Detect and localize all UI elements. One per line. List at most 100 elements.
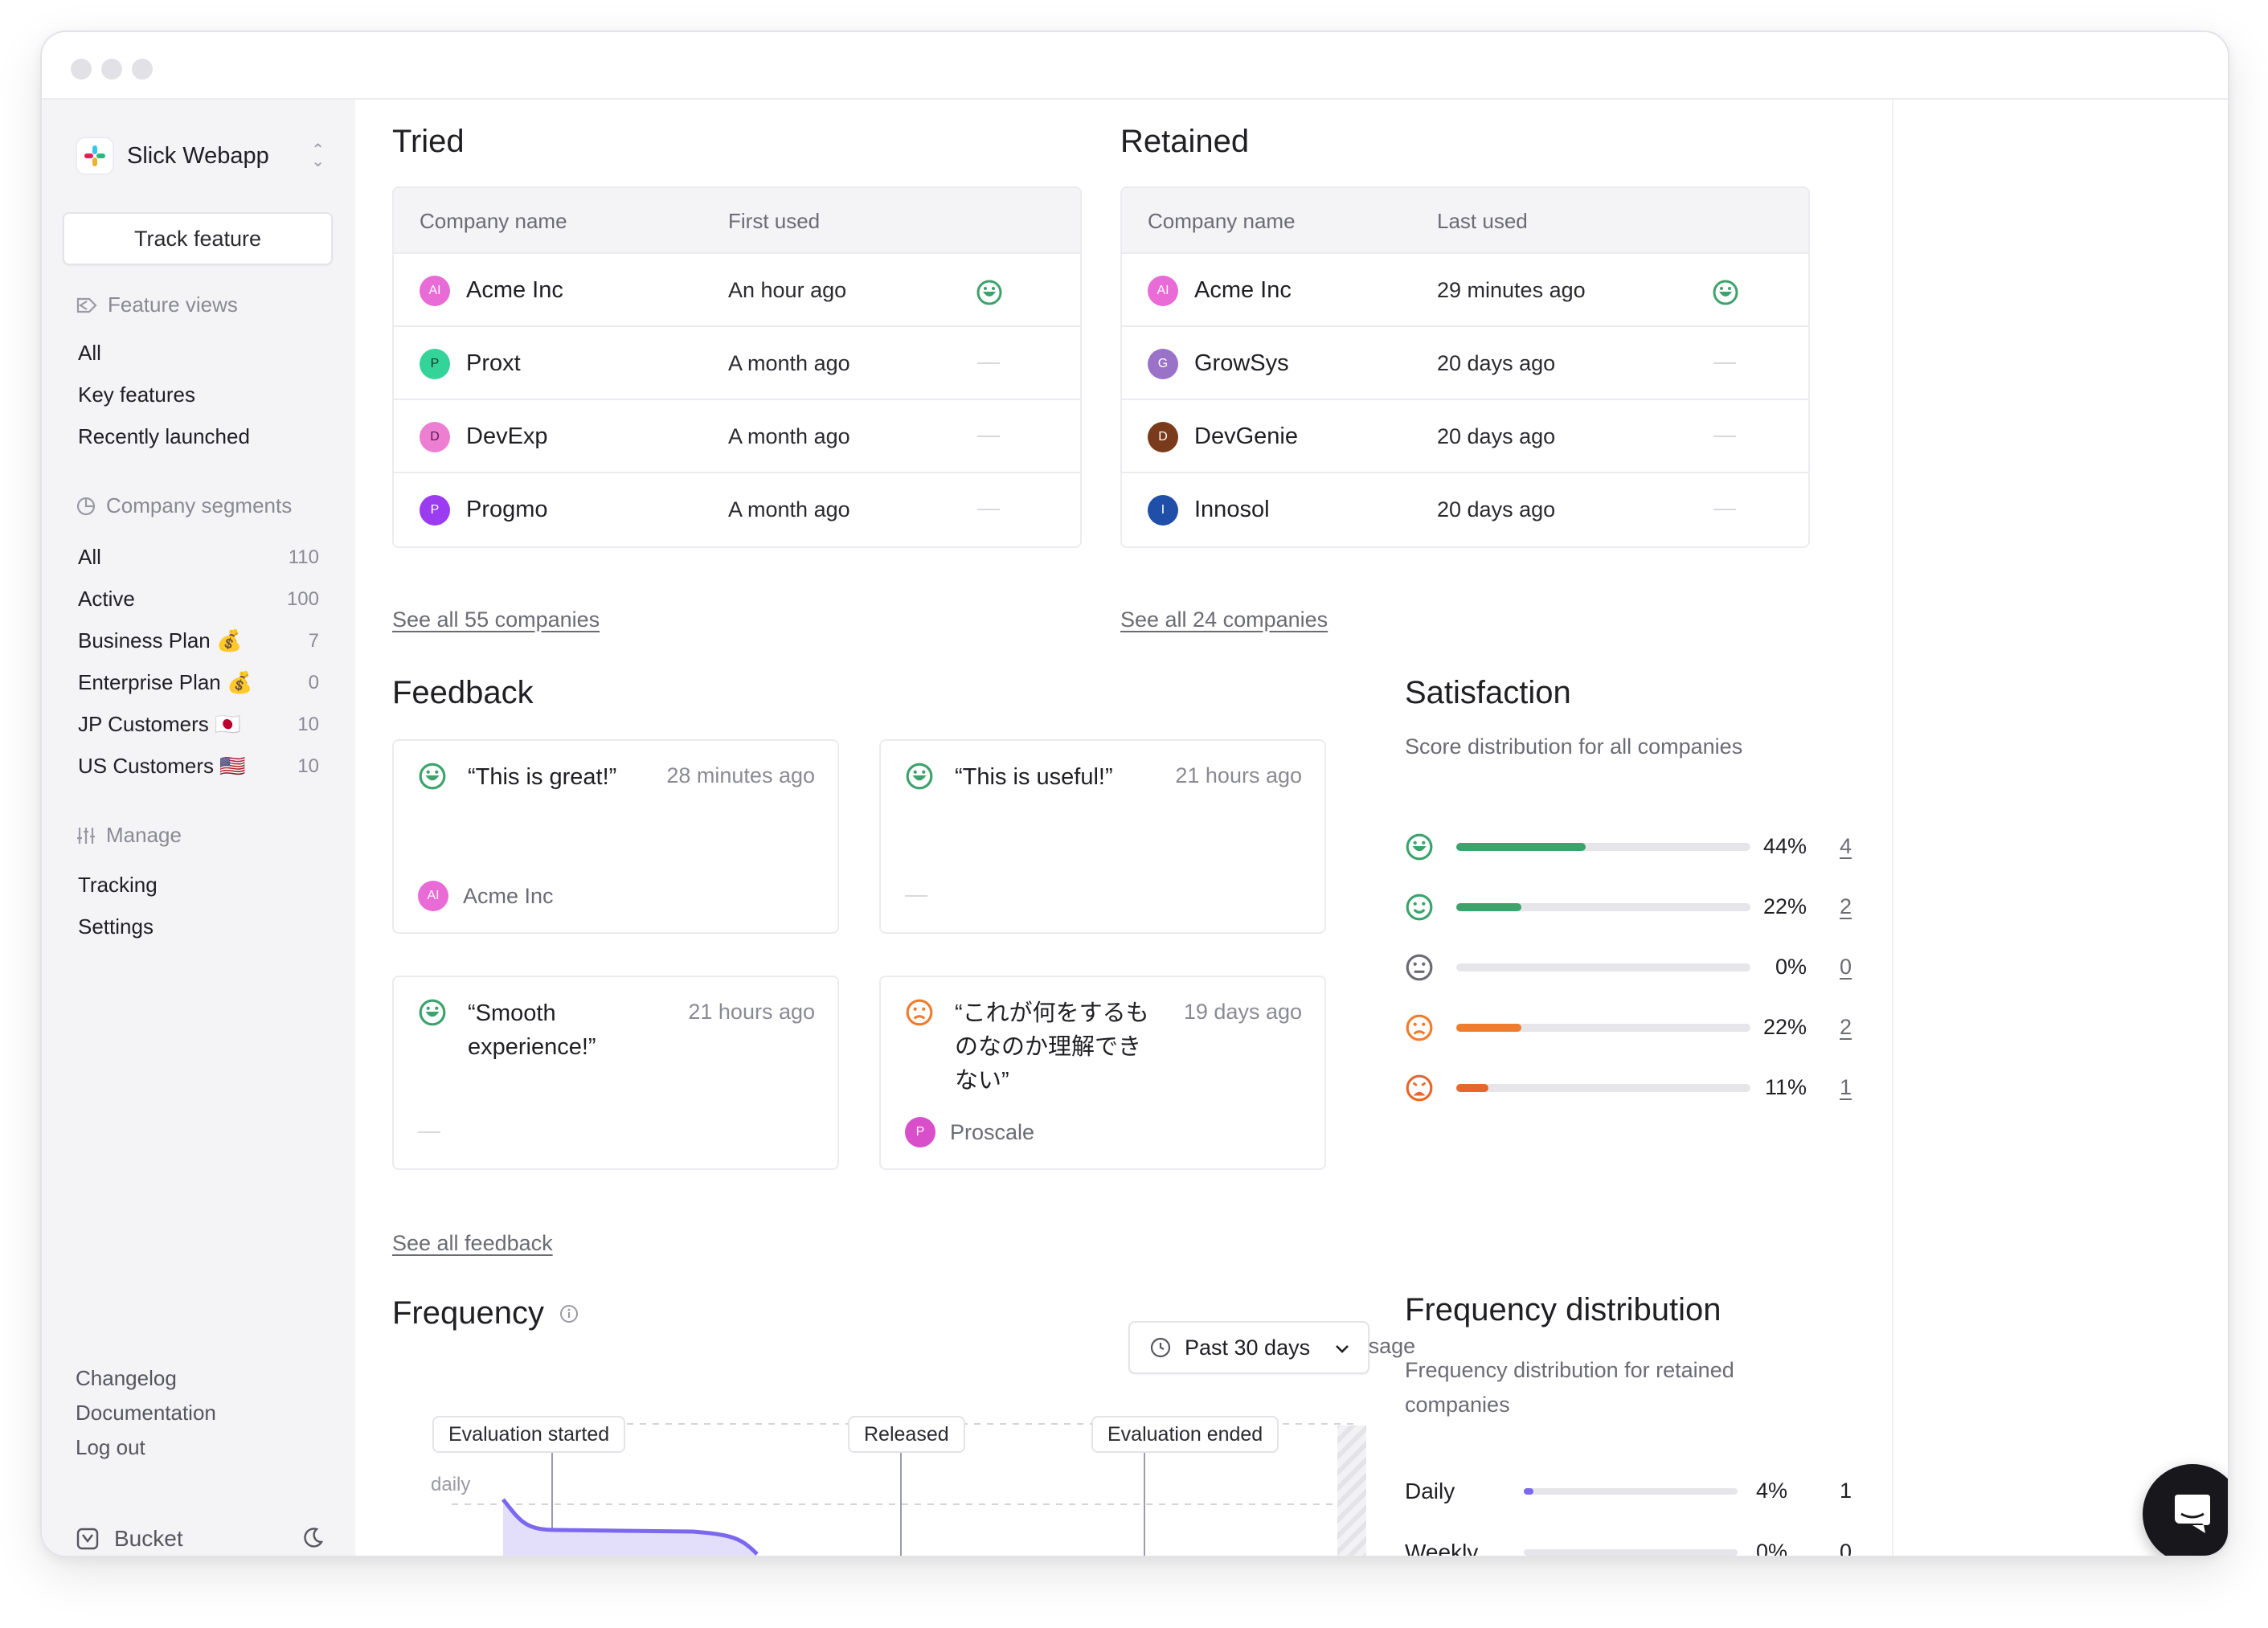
feedback-title: Feedback	[392, 675, 534, 710]
chat-launcher-button[interactable]	[2143, 1464, 2228, 1556]
very-happy-icon	[419, 763, 446, 790]
company-name[interactable]: Innosol	[1194, 497, 1270, 522]
company-segments-heading: Company segments	[76, 493, 292, 518]
frequency-distribution-subtitle: Frequency distribution for retained comp…	[1405, 1358, 1734, 1417]
feedback-card[interactable]: “Smooth experience!” 21 hours ago	[392, 976, 839, 1170]
satisfaction-row-neutral: 0% 0	[1405, 950, 1855, 984]
frequency-row-label: Weekly	[1405, 1540, 1479, 1557]
table-row[interactable]: G GrowSys 20 days ago	[1122, 327, 1808, 400]
event-released[interactable]: Released	[848, 1416, 965, 1453]
company-name[interactable]: DevExp	[466, 423, 548, 449]
company-name[interactable]: Progmo	[466, 497, 548, 522]
retained-table: Company name Last used AI Acme Inc 29 mi…	[1120, 186, 1810, 548]
feature-views-heading: Feature views	[76, 292, 238, 317]
date-range-select[interactable]: Past 30 days	[1128, 1321, 1369, 1374]
moon-icon[interactable]	[301, 1526, 325, 1550]
company-name[interactable]: DevGenie	[1194, 423, 1298, 449]
see-all-feedback-link[interactable]: See all feedback	[392, 1231, 553, 1255]
company-name[interactable]: Acme Inc	[1194, 277, 1292, 303]
chat-bubble-icon	[2175, 1495, 2210, 1533]
very-happy-icon	[1406, 833, 1433, 861]
table-row[interactable]: P Proxt A month ago	[394, 327, 1080, 400]
segment-jp-customers[interactable]: JP Customers 🇯🇵 10	[78, 712, 319, 736]
satisfaction-count-link[interactable]: 4	[1839, 834, 1852, 858]
track-feature-button[interactable]: Track feature	[63, 212, 333, 265]
clock-icon	[1150, 1337, 1171, 1358]
segment-business-plan[interactable]: Business Plan 💰 7	[78, 628, 319, 652]
satisfaction-percent: 11%	[1764, 1075, 1807, 1099]
table-row[interactable]: P Progmo A month ago	[394, 473, 1080, 546]
tried-title: Tried	[392, 124, 465, 159]
manage-settings[interactable]: Settings	[78, 914, 154, 939]
avatar: AI	[420, 276, 450, 306]
satisfaction-bar-track	[1456, 963, 1750, 971]
feedback-company[interactable]: P Proscale	[905, 1117, 1034, 1147]
segment-active[interactable]: Active 100	[78, 587, 319, 611]
avatar: AI	[1148, 276, 1178, 306]
retained-title: Retained	[1120, 124, 1250, 159]
feature-view-all[interactable]: All	[78, 341, 101, 365]
satisfaction-bar-track	[1456, 843, 1750, 851]
table-row[interactable]: D DevExp A month ago	[394, 400, 1080, 473]
event-evaluation-ended[interactable]: Evaluation ended	[1091, 1416, 1279, 1453]
company-name[interactable]: Proxt	[466, 350, 521, 376]
no-score-dash	[977, 362, 1000, 364]
feedback-card[interactable]: “This is great!” 28 minutes ago AI Acme …	[392, 739, 839, 934]
log-out-link[interactable]: Log out	[76, 1435, 145, 1459]
bucket-brand[interactable]: Bucket	[76, 1526, 325, 1552]
manage-tracking[interactable]: Tracking	[78, 873, 158, 897]
app-switcher[interactable]: Slick Webapp ⌃ ⌄	[76, 132, 325, 180]
info-icon[interactable]	[559, 1303, 579, 1324]
table-row[interactable]: I Innosol 20 days ago	[1122, 473, 1808, 546]
date-range-value: Past 30 days	[1185, 1335, 1311, 1360]
no-score-dash	[1713, 362, 1736, 364]
neutral-icon	[1406, 954, 1433, 981]
no-company-dash	[418, 1131, 440, 1133]
satisfaction-percent: 22%	[1762, 1015, 1807, 1039]
satisfaction-row-very-unhappy: 11% 1	[1405, 1070, 1855, 1104]
very-unhappy-icon	[1406, 1074, 1433, 1102]
see-all-retained-link[interactable]: See all 24 companies	[1120, 607, 1328, 632]
window-titlebar	[42, 32, 2228, 100]
table-row[interactable]: AI Acme Inc An hour ago	[394, 254, 1080, 327]
see-all-tried-link[interactable]: See all 55 companies	[392, 607, 600, 632]
window-minimize-dot[interactable]	[101, 59, 122, 80]
feedback-quote: “これが何をするものなのか理解できない”	[955, 1000, 1149, 1094]
tried-table: Company name First used AI Acme Inc An h…	[392, 186, 1082, 548]
segment-enterprise-plan[interactable]: Enterprise Plan 💰 0	[78, 670, 319, 694]
segment-all[interactable]: All 110	[78, 545, 319, 569]
documentation-link[interactable]: Documentation	[76, 1401, 216, 1425]
satisfaction-count-link[interactable]: 0	[1839, 955, 1852, 979]
frequency-percent: 0%	[1755, 1540, 1787, 1557]
feedback-time: 19 days ago	[1183, 1000, 1302, 1024]
very-happy-icon	[419, 999, 446, 1026]
feature-view-recently-launched[interactable]: Recently launched	[78, 424, 250, 448]
table-row[interactable]: AI Acme Inc 29 minutes ago	[1122, 254, 1808, 327]
window-zoom-dot[interactable]	[132, 59, 153, 80]
very-happy-icon	[906, 763, 933, 790]
avatar: P	[420, 349, 450, 379]
satisfaction-bar-track	[1456, 1084, 1750, 1092]
first-used: A month ago	[728, 497, 850, 522]
feedback-card[interactable]: “これが何をするものなのか理解できない” 19 days ago P Prosc…	[879, 976, 1326, 1170]
satisfaction-count-link[interactable]: 1	[1839, 1075, 1852, 1099]
feedback-card[interactable]: “This is useful!” 21 hours ago	[879, 739, 1326, 934]
first-used: A month ago	[728, 424, 850, 448]
company-name[interactable]: Acme Inc	[466, 277, 563, 303]
avatar: P	[905, 1117, 935, 1147]
window-close-dot[interactable]	[71, 59, 92, 80]
changelog-link[interactable]: Changelog	[76, 1366, 177, 1390]
feedback-company[interactable]: AI Acme Inc	[418, 881, 554, 911]
event-evaluation-started[interactable]: Evaluation started	[432, 1416, 626, 1453]
company-name[interactable]: GrowSys	[1194, 350, 1289, 376]
satisfaction-subtitle: Score distribution for all companies	[1405, 734, 1743, 759]
frequency-row-weekly: Weekly 0% 0	[1405, 1536, 1855, 1557]
satisfaction-count-link[interactable]: 2	[1839, 894, 1852, 918]
segment-us-customers[interactable]: US Customers 🇺🇸 10	[78, 754, 319, 778]
table-row[interactable]: D DevGenie 20 days ago	[1122, 400, 1808, 473]
satisfaction-count-link[interactable]: 2	[1839, 1015, 1852, 1039]
very-happy-icon	[1713, 280, 1738, 305]
bucket-label: Bucket	[114, 1526, 183, 1551]
satisfaction-percent: 44%	[1762, 834, 1807, 858]
feature-view-key-features[interactable]: Key features	[78, 382, 195, 407]
